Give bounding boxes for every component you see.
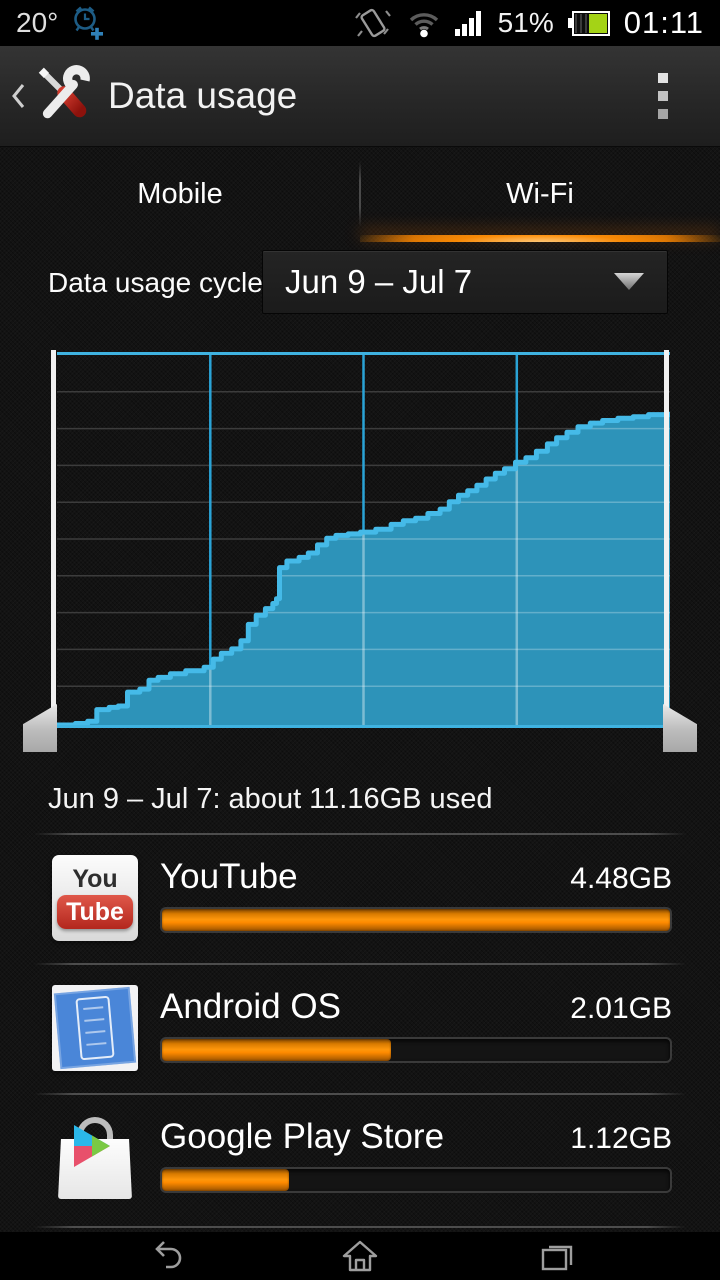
- status-bar: 20°: [0, 0, 720, 46]
- tab-mobile[interactable]: Mobile: [137, 178, 223, 210]
- signal-strength-icon: [454, 9, 484, 37]
- app-name: YouTube: [160, 857, 298, 896]
- page-title[interactable]: Data usage: [108, 75, 298, 116]
- usage-progress-bar: [160, 1037, 672, 1063]
- usage-chart[interactable]: [0, 344, 720, 756]
- app-row-android-os[interactable]: Android OS 2.01GB: [0, 975, 720, 1093]
- android-os-icon: [52, 985, 138, 1071]
- recents-icon: [541, 1245, 573, 1271]
- app-usage-value: 2.01GB: [570, 992, 672, 1025]
- range-slider-handle-left[interactable]: [23, 704, 57, 752]
- range-slider-handle-right[interactable]: [663, 704, 697, 752]
- back-icon: [155, 1241, 182, 1269]
- temperature-text: 20°: [16, 7, 59, 38]
- app-name: Google Play Store: [160, 1117, 445, 1156]
- usage-area-chart: [57, 352, 670, 728]
- nav-back-button[interactable]: [105, 1232, 225, 1280]
- usage-progress-bar: [160, 907, 672, 933]
- back-chevron-icon[interactable]: [10, 83, 26, 109]
- range-slider-line-right: [664, 350, 669, 708]
- youtube-icon: You Tube: [52, 855, 138, 941]
- selected-tab-underline: [360, 235, 720, 242]
- overflow-menu-icon[interactable]: [650, 65, 676, 127]
- wifi-icon: [407, 8, 441, 38]
- action-bar: Data usage: [0, 46, 720, 147]
- usage-summary-text: Jun 9 – Jul 7: about 11.16GB used: [48, 783, 493, 815]
- tab-wifi[interactable]: Wi-Fi: [360, 147, 720, 242]
- tab-divider: [359, 161, 361, 227]
- divider: [34, 833, 686, 835]
- play-store-icon: [52, 1115, 138, 1201]
- app-usage-value: 1.12GB: [570, 1122, 672, 1155]
- clock-text: 01:11: [623, 5, 704, 40]
- app-usage-value: 4.48GB: [570, 862, 672, 895]
- alarm-clock-plus-icon: [72, 4, 106, 42]
- tab-bar: Mobile Wi-Fi: [0, 147, 720, 242]
- battery-percent-text: 51%: [497, 7, 554, 38]
- divider: [34, 1093, 686, 1095]
- battery-icon: [567, 10, 610, 36]
- range-slider-line-left: [51, 350, 56, 708]
- nav-recents-button[interactable]: [497, 1232, 617, 1280]
- chevron-down-icon: [613, 272, 645, 292]
- cycle-value: Jun 9 – Jul 7: [285, 263, 473, 300]
- app-row-play-store[interactable]: Google Play Store 1.12GB: [0, 1105, 720, 1223]
- tools-icon[interactable]: [32, 63, 94, 130]
- vibrate-icon: [353, 5, 393, 41]
- cycle-spinner[interactable]: Jun 9 – Jul 7: [262, 250, 668, 314]
- divider: [34, 1226, 686, 1228]
- cycle-label: Data usage cycle: [48, 267, 263, 298]
- navigation-bar: [0, 1232, 720, 1280]
- app-name: Android OS: [160, 987, 341, 1026]
- app-row-youtube[interactable]: You Tube YouTube 4.48GB: [0, 845, 720, 963]
- divider: [34, 963, 686, 965]
- home-icon: [342, 1240, 378, 1272]
- nav-home-button[interactable]: [300, 1232, 420, 1280]
- usage-progress-bar: [160, 1167, 672, 1193]
